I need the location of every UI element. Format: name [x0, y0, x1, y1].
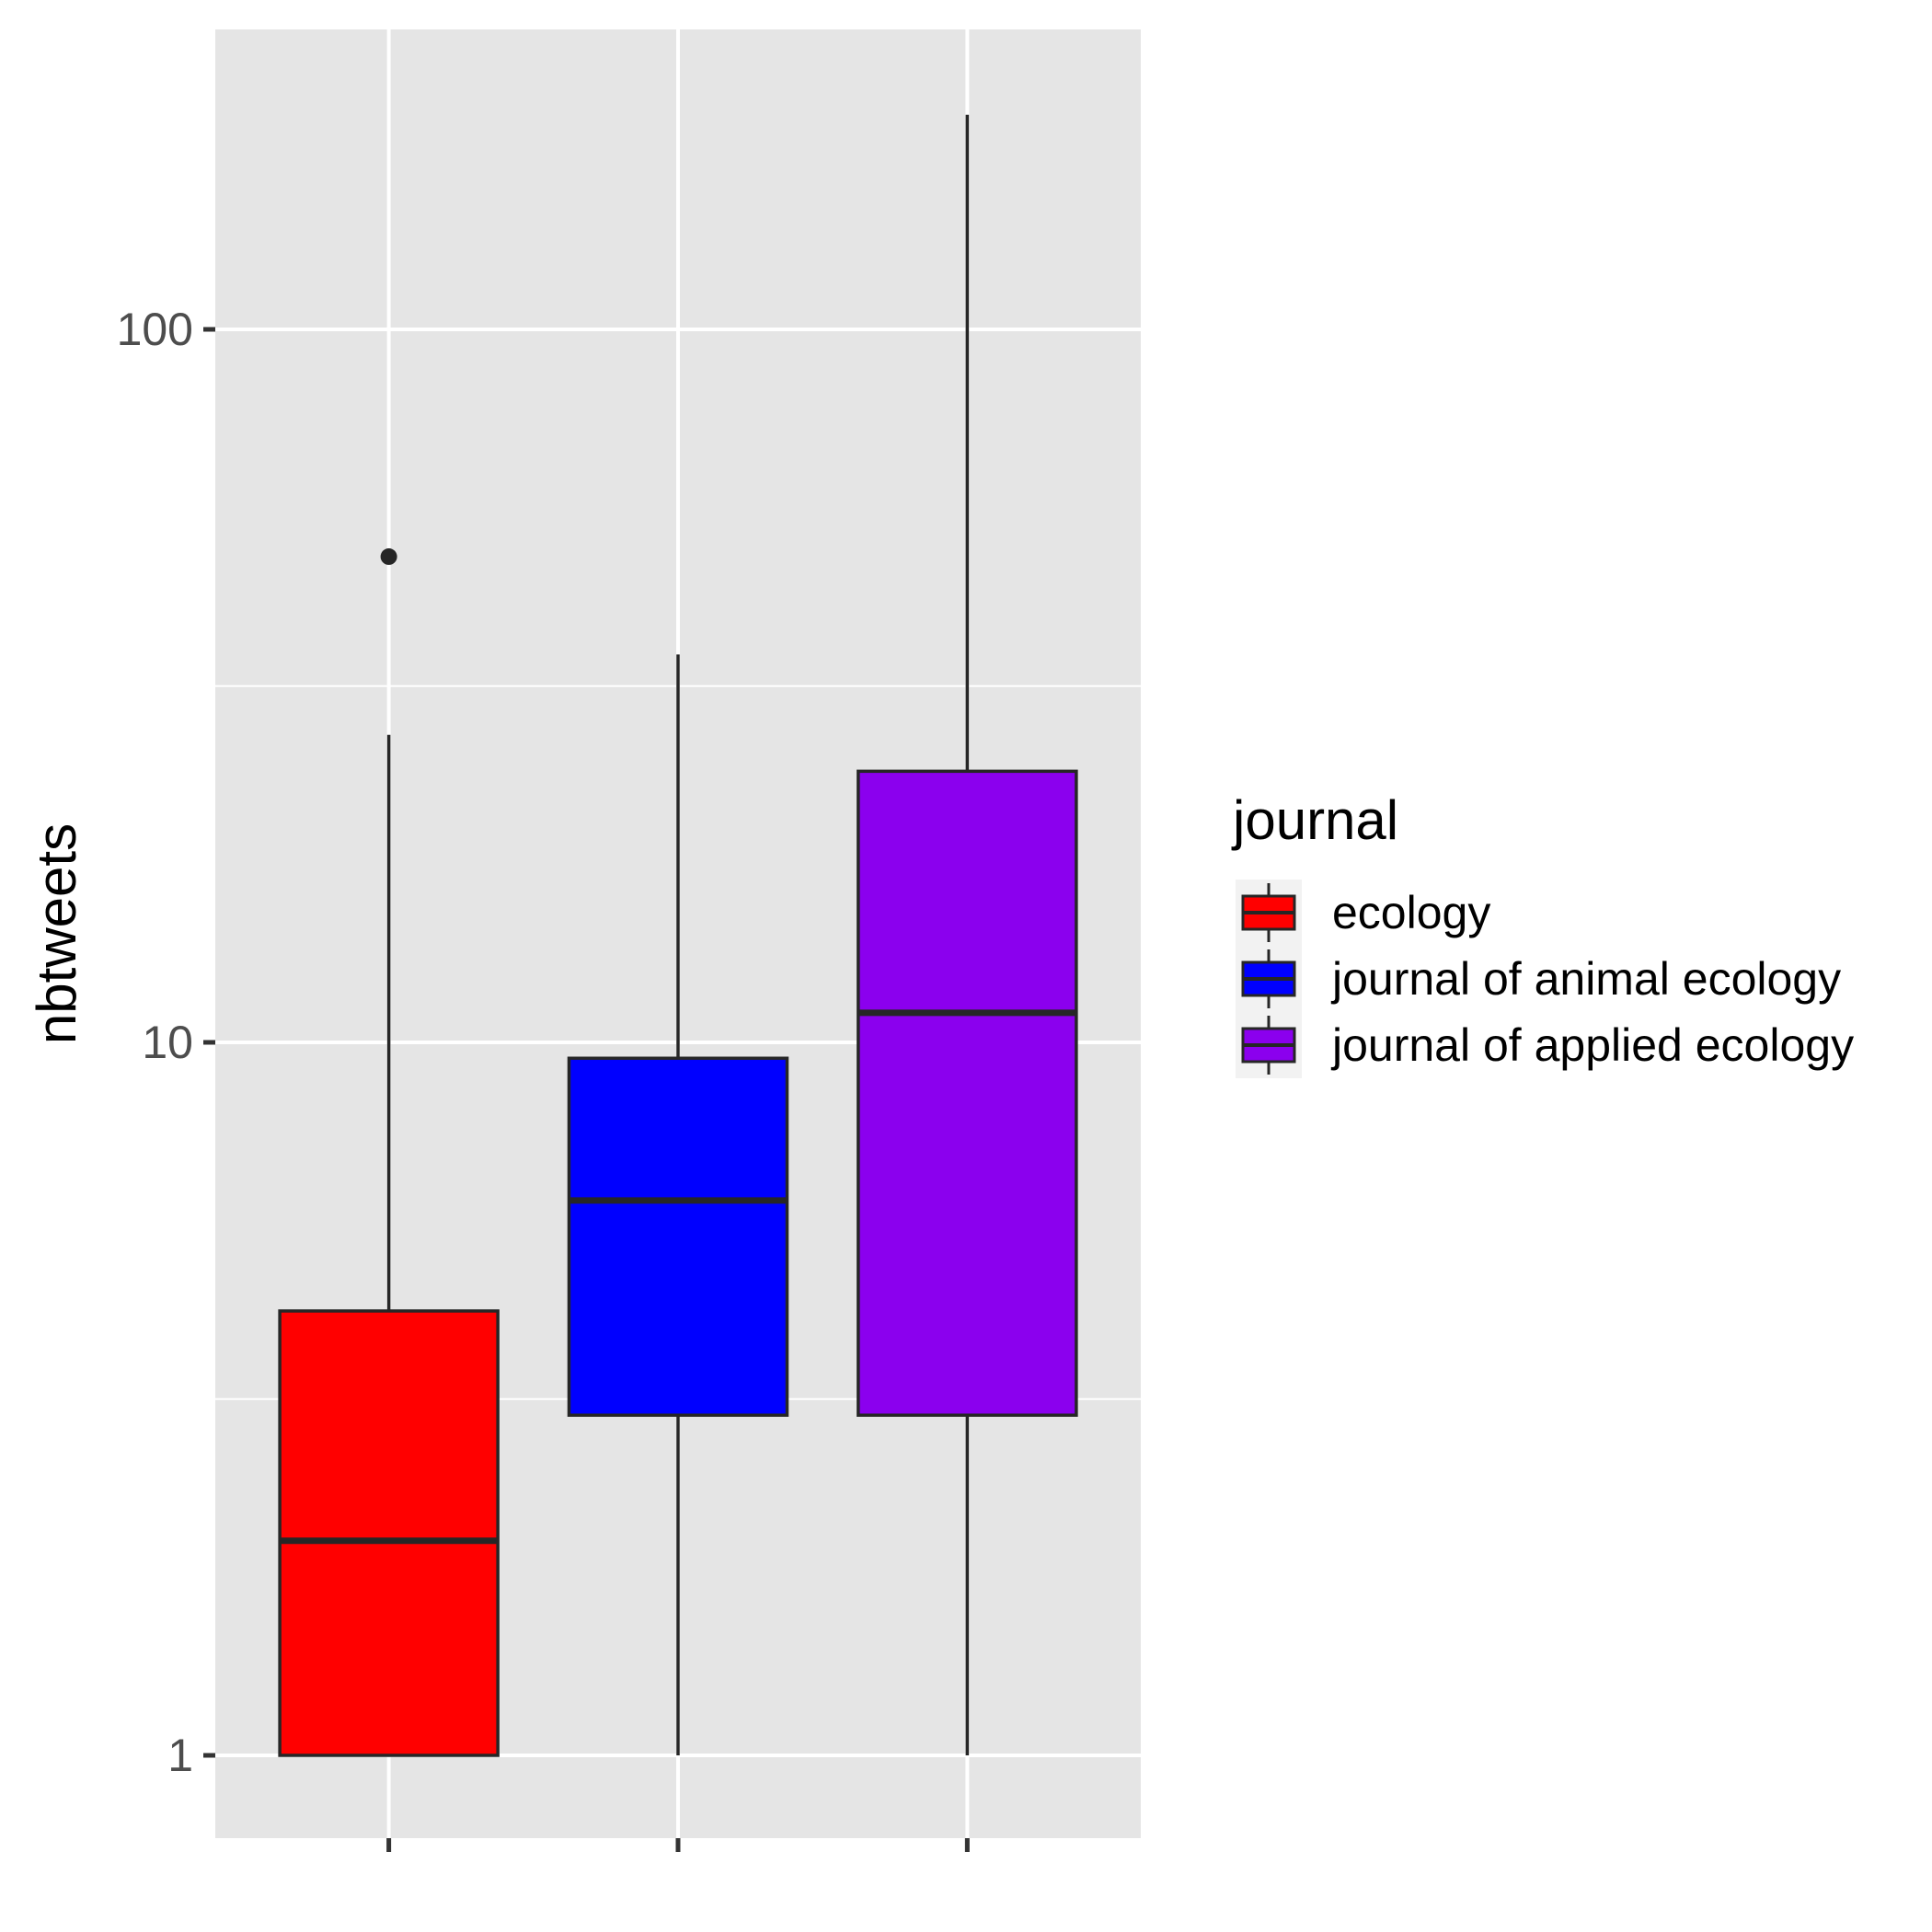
y-axis: 1 10 100 — [117, 304, 215, 1781]
y-tick-label: 1 — [167, 1730, 193, 1781]
legend-item: journal of animal ecology — [1236, 946, 1841, 1012]
legend-label: ecology — [1332, 887, 1490, 938]
boxes — [278, 114, 1078, 1757]
box-body — [278, 1309, 500, 1757]
legend-item: ecology — [1236, 880, 1490, 946]
y-tick-label: 10 — [142, 1017, 193, 1068]
legend: journal ecology journal of animal ecology… — [1231, 789, 1854, 1078]
legend-items: ecology journal of animal ecology journal … — [1236, 880, 1854, 1078]
y-axis-title: nbtweets — [26, 823, 87, 1044]
box-2 — [567, 654, 789, 1755]
box-body — [567, 1056, 789, 1417]
outlier-point — [380, 548, 397, 566]
box-body — [857, 769, 1078, 1417]
box-1 — [278, 548, 500, 1757]
legend-item: journal of applied ecology — [1236, 1012, 1854, 1078]
legend-title: journal — [1231, 789, 1398, 851]
x-axis — [386, 1838, 970, 1852]
box-3 — [857, 114, 1078, 1755]
legend-label: journal of animal ecology — [1330, 953, 1841, 1005]
y-tick-label: 100 — [117, 304, 193, 355]
legend-label: journal of applied ecology — [1330, 1019, 1854, 1071]
